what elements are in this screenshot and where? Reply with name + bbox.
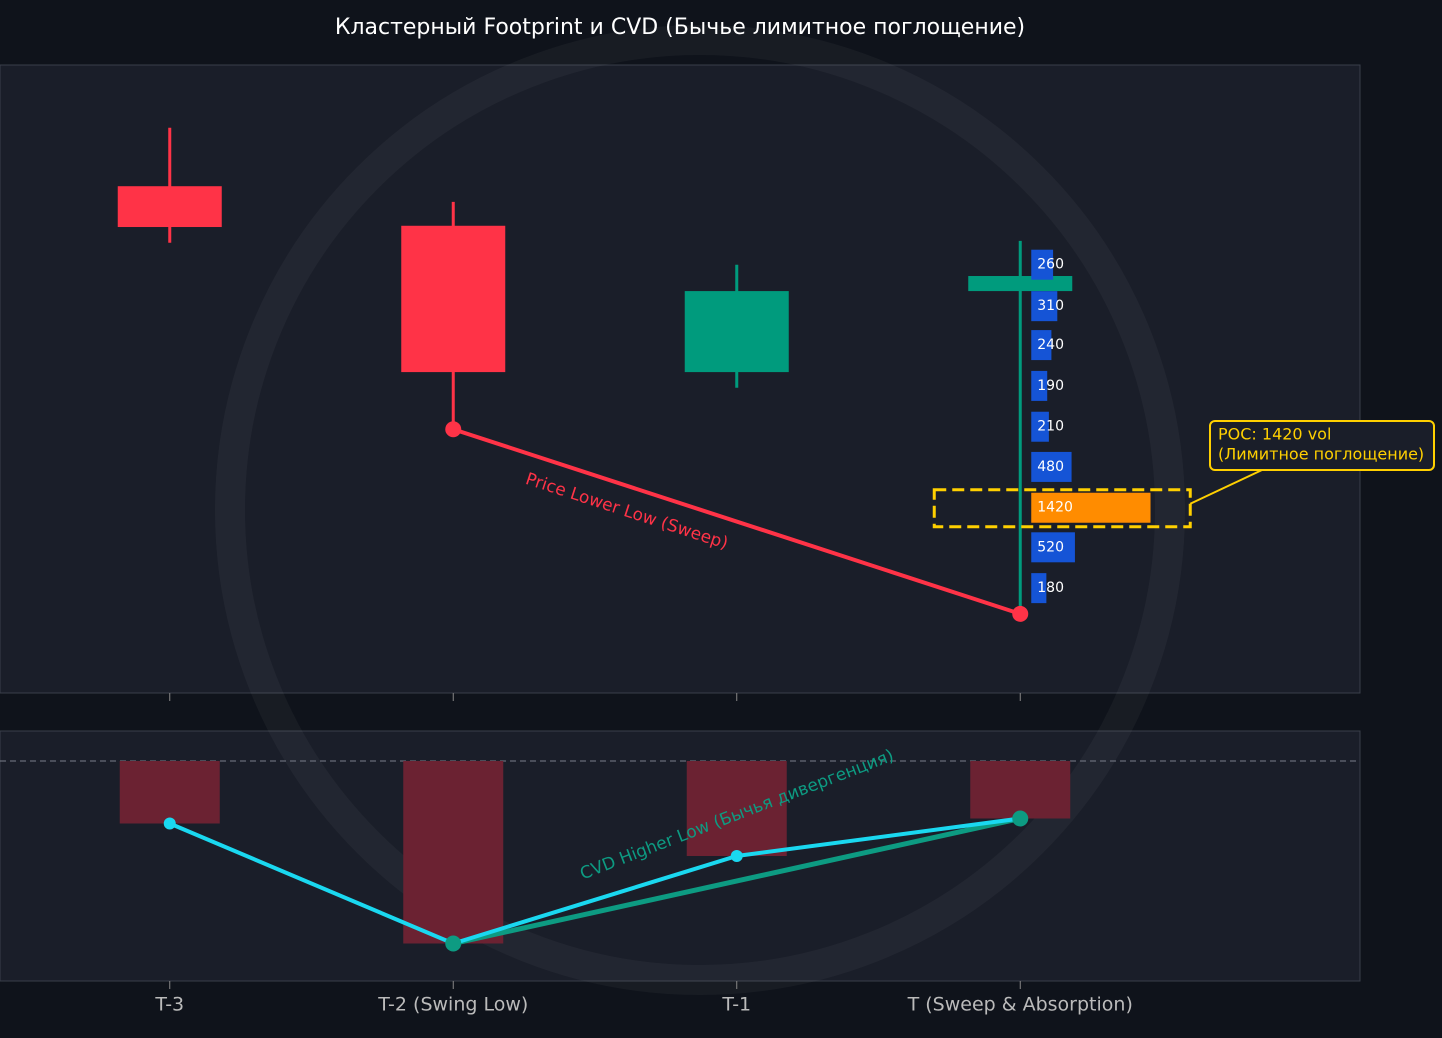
volume-label: 210 (1037, 419, 1064, 435)
volume-bar (1031, 451, 1072, 482)
candle-body (684, 291, 789, 373)
volume-label: 1420 (1037, 500, 1073, 516)
trend-line (452, 816, 1021, 946)
volume-label: 180 (1037, 580, 1064, 596)
x-tick-label: T-1 (721, 994, 751, 1016)
cvd-point (445, 935, 462, 952)
cvd-point (730, 850, 743, 862)
low-point (1012, 605, 1029, 622)
poc-box (932, 488, 1192, 529)
cvd-panel (0, 730, 1361, 982)
volume-label: 310 (1037, 298, 1064, 314)
poc-label: POC: 1420 vol (1218, 425, 1331, 444)
volume-bar (1031, 249, 1054, 280)
candle-body (968, 276, 1073, 292)
cvd-point (1012, 810, 1029, 827)
candle-body (401, 225, 506, 373)
candle-body (117, 186, 222, 228)
volume-bar (1031, 411, 1049, 442)
cvd-bar (686, 761, 787, 856)
cvd-bar (970, 761, 1071, 819)
watermark (215, 25, 1185, 995)
price-panel (0, 64, 1361, 694)
volume-label: 520 (1037, 539, 1064, 555)
volume-label: 260 (1037, 257, 1064, 273)
volume-bar (1031, 492, 1151, 523)
poc-connector (1189, 469, 1263, 505)
cvd-line (168, 816, 1021, 946)
poc-label: (Лимитное поглощение) (1218, 445, 1424, 464)
volume-bar (1031, 291, 1058, 322)
x-tick-label: T-3 (154, 994, 184, 1016)
volume-label: 190 (1037, 378, 1064, 394)
low-point (445, 421, 462, 438)
volume-label: 480 (1037, 459, 1064, 475)
volume-label: 240 (1037, 337, 1064, 353)
volume-bar (1031, 532, 1075, 563)
volume-bar (1031, 573, 1047, 604)
trend-line (452, 427, 1021, 616)
cvd-point (163, 817, 176, 830)
volume-bar (1031, 330, 1052, 361)
x-tick-label: T (Sweep & Absorption) (907, 994, 1133, 1016)
cvd-bar (403, 761, 504, 944)
chart-title: Кластерный Footprint и CVD (Бычье лимитн… (335, 15, 1025, 40)
cvd-bar (119, 761, 220, 824)
volume-bar (1031, 370, 1048, 401)
x-tick-label: T-2 (Swing Low) (377, 994, 528, 1016)
poc-callout (1209, 420, 1435, 471)
